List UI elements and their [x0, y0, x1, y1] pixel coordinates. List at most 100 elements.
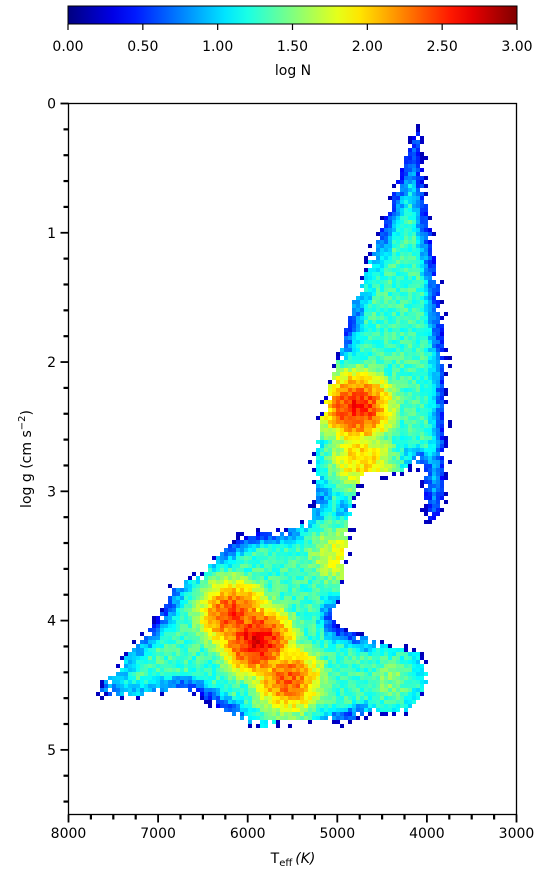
heatmap-cell — [164, 612, 168, 616]
heatmap-cell — [244, 680, 248, 684]
heatmap-cell — [340, 408, 344, 412]
heatmap-cell — [396, 212, 400, 216]
heatmap-cell — [420, 200, 424, 204]
heatmap-cell — [248, 620, 252, 624]
heatmap-cell — [284, 632, 288, 636]
heatmap-cell — [312, 644, 316, 648]
heatmap-cell — [352, 636, 356, 640]
heatmap-cell — [224, 620, 228, 624]
heatmap-cell — [328, 380, 332, 384]
heatmap-cell — [404, 656, 408, 660]
heatmap-cell — [408, 220, 412, 224]
heatmap-cell — [364, 460, 368, 464]
colorbar-gradient — [67, 5, 518, 25]
heatmap-cell — [324, 464, 328, 468]
heatmap-cell — [380, 232, 384, 236]
heatmap-cell — [384, 464, 388, 468]
heatmap-cell — [300, 528, 304, 532]
heatmap-cell — [396, 424, 400, 428]
heatmap-cell — [324, 688, 328, 692]
heatmap-cell — [348, 444, 352, 448]
heatmap-cell — [440, 324, 444, 328]
heatmap-cell — [300, 608, 304, 612]
heatmap-cell — [308, 624, 312, 628]
heatmap-cell — [292, 712, 296, 716]
heatmap-cell — [180, 652, 184, 656]
heatmap-cell — [352, 504, 356, 508]
heatmap-cell — [204, 612, 208, 616]
heatmap-cell — [396, 400, 400, 404]
heatmap-cell — [248, 648, 252, 652]
heatmap-cell — [416, 336, 420, 340]
heatmap-cell — [232, 636, 236, 640]
heatmap-cell — [436, 484, 440, 488]
heatmap-cell — [208, 684, 212, 688]
heatmap-cell — [316, 572, 320, 576]
heatmap-cell — [424, 312, 428, 316]
heatmap-cell — [248, 588, 252, 592]
heatmap-cell — [128, 672, 132, 676]
heatmap-cell — [276, 620, 280, 624]
heatmap-cell — [392, 296, 396, 300]
heatmap-cell — [416, 364, 420, 368]
heatmap-cell — [320, 684, 324, 688]
heatmap-cell — [416, 312, 420, 316]
heatmap-cell — [328, 480, 332, 484]
heatmap-cell — [264, 532, 268, 536]
heatmap-cell — [184, 648, 188, 652]
heatmap-cell — [164, 656, 168, 660]
heatmap-cell — [308, 560, 312, 564]
heatmap-cell — [440, 392, 444, 396]
heatmap-cell — [440, 428, 444, 432]
heatmap-cell — [260, 536, 264, 540]
heatmap-cell — [388, 244, 392, 248]
heatmap-cell — [344, 336, 348, 340]
heatmap-cell — [408, 156, 412, 160]
heatmap-cell — [284, 540, 288, 544]
heatmap-cell — [356, 456, 360, 460]
heatmap-cell — [380, 264, 384, 268]
heatmap-cell — [352, 668, 356, 672]
heatmap-cell — [260, 668, 264, 672]
heatmap-cell — [372, 368, 376, 372]
heatmap-cell — [356, 660, 360, 664]
heatmap-cell — [436, 472, 440, 476]
heatmap-cell — [248, 656, 252, 660]
heatmap-cell — [392, 680, 396, 684]
heatmap-cell — [400, 412, 404, 416]
heatmap-cell — [304, 568, 308, 572]
heatmap-cell — [160, 628, 164, 632]
heatmap-cell — [412, 280, 416, 284]
heatmap-cell — [200, 608, 204, 612]
heatmap-cell — [176, 636, 180, 640]
heatmap-cell — [328, 416, 332, 420]
heatmap-cell — [416, 412, 420, 416]
heatmap-cell — [424, 256, 428, 260]
heatmap-cell — [392, 648, 396, 652]
heatmap-cell — [380, 336, 384, 340]
heatmap-cell — [408, 672, 412, 676]
heatmap-cell — [432, 500, 436, 504]
heatmap-cell — [344, 644, 348, 648]
heatmap-cell — [152, 668, 156, 672]
heatmap-cell — [276, 720, 280, 724]
heatmap-cell — [240, 716, 244, 720]
heatmap-cell — [352, 672, 356, 676]
heatmap-cell — [340, 348, 344, 352]
heatmap-cell — [248, 712, 252, 716]
heatmap-cell — [204, 588, 208, 592]
heatmap-cell — [396, 684, 400, 688]
heatmap-cell — [284, 676, 288, 680]
heatmap-cell — [216, 564, 220, 568]
heatmap-cell — [416, 344, 420, 348]
heatmap-cell — [236, 584, 240, 588]
heatmap-cell — [360, 340, 364, 344]
heatmap-cell — [328, 712, 332, 716]
heatmap-cell — [220, 556, 224, 560]
heatmap-cell — [252, 608, 256, 612]
heatmap-cell — [244, 568, 248, 572]
heatmap-cell — [332, 420, 336, 424]
heatmap-cell — [400, 440, 404, 444]
heatmap-cell — [308, 676, 312, 680]
heatmap-cell — [368, 372, 372, 376]
